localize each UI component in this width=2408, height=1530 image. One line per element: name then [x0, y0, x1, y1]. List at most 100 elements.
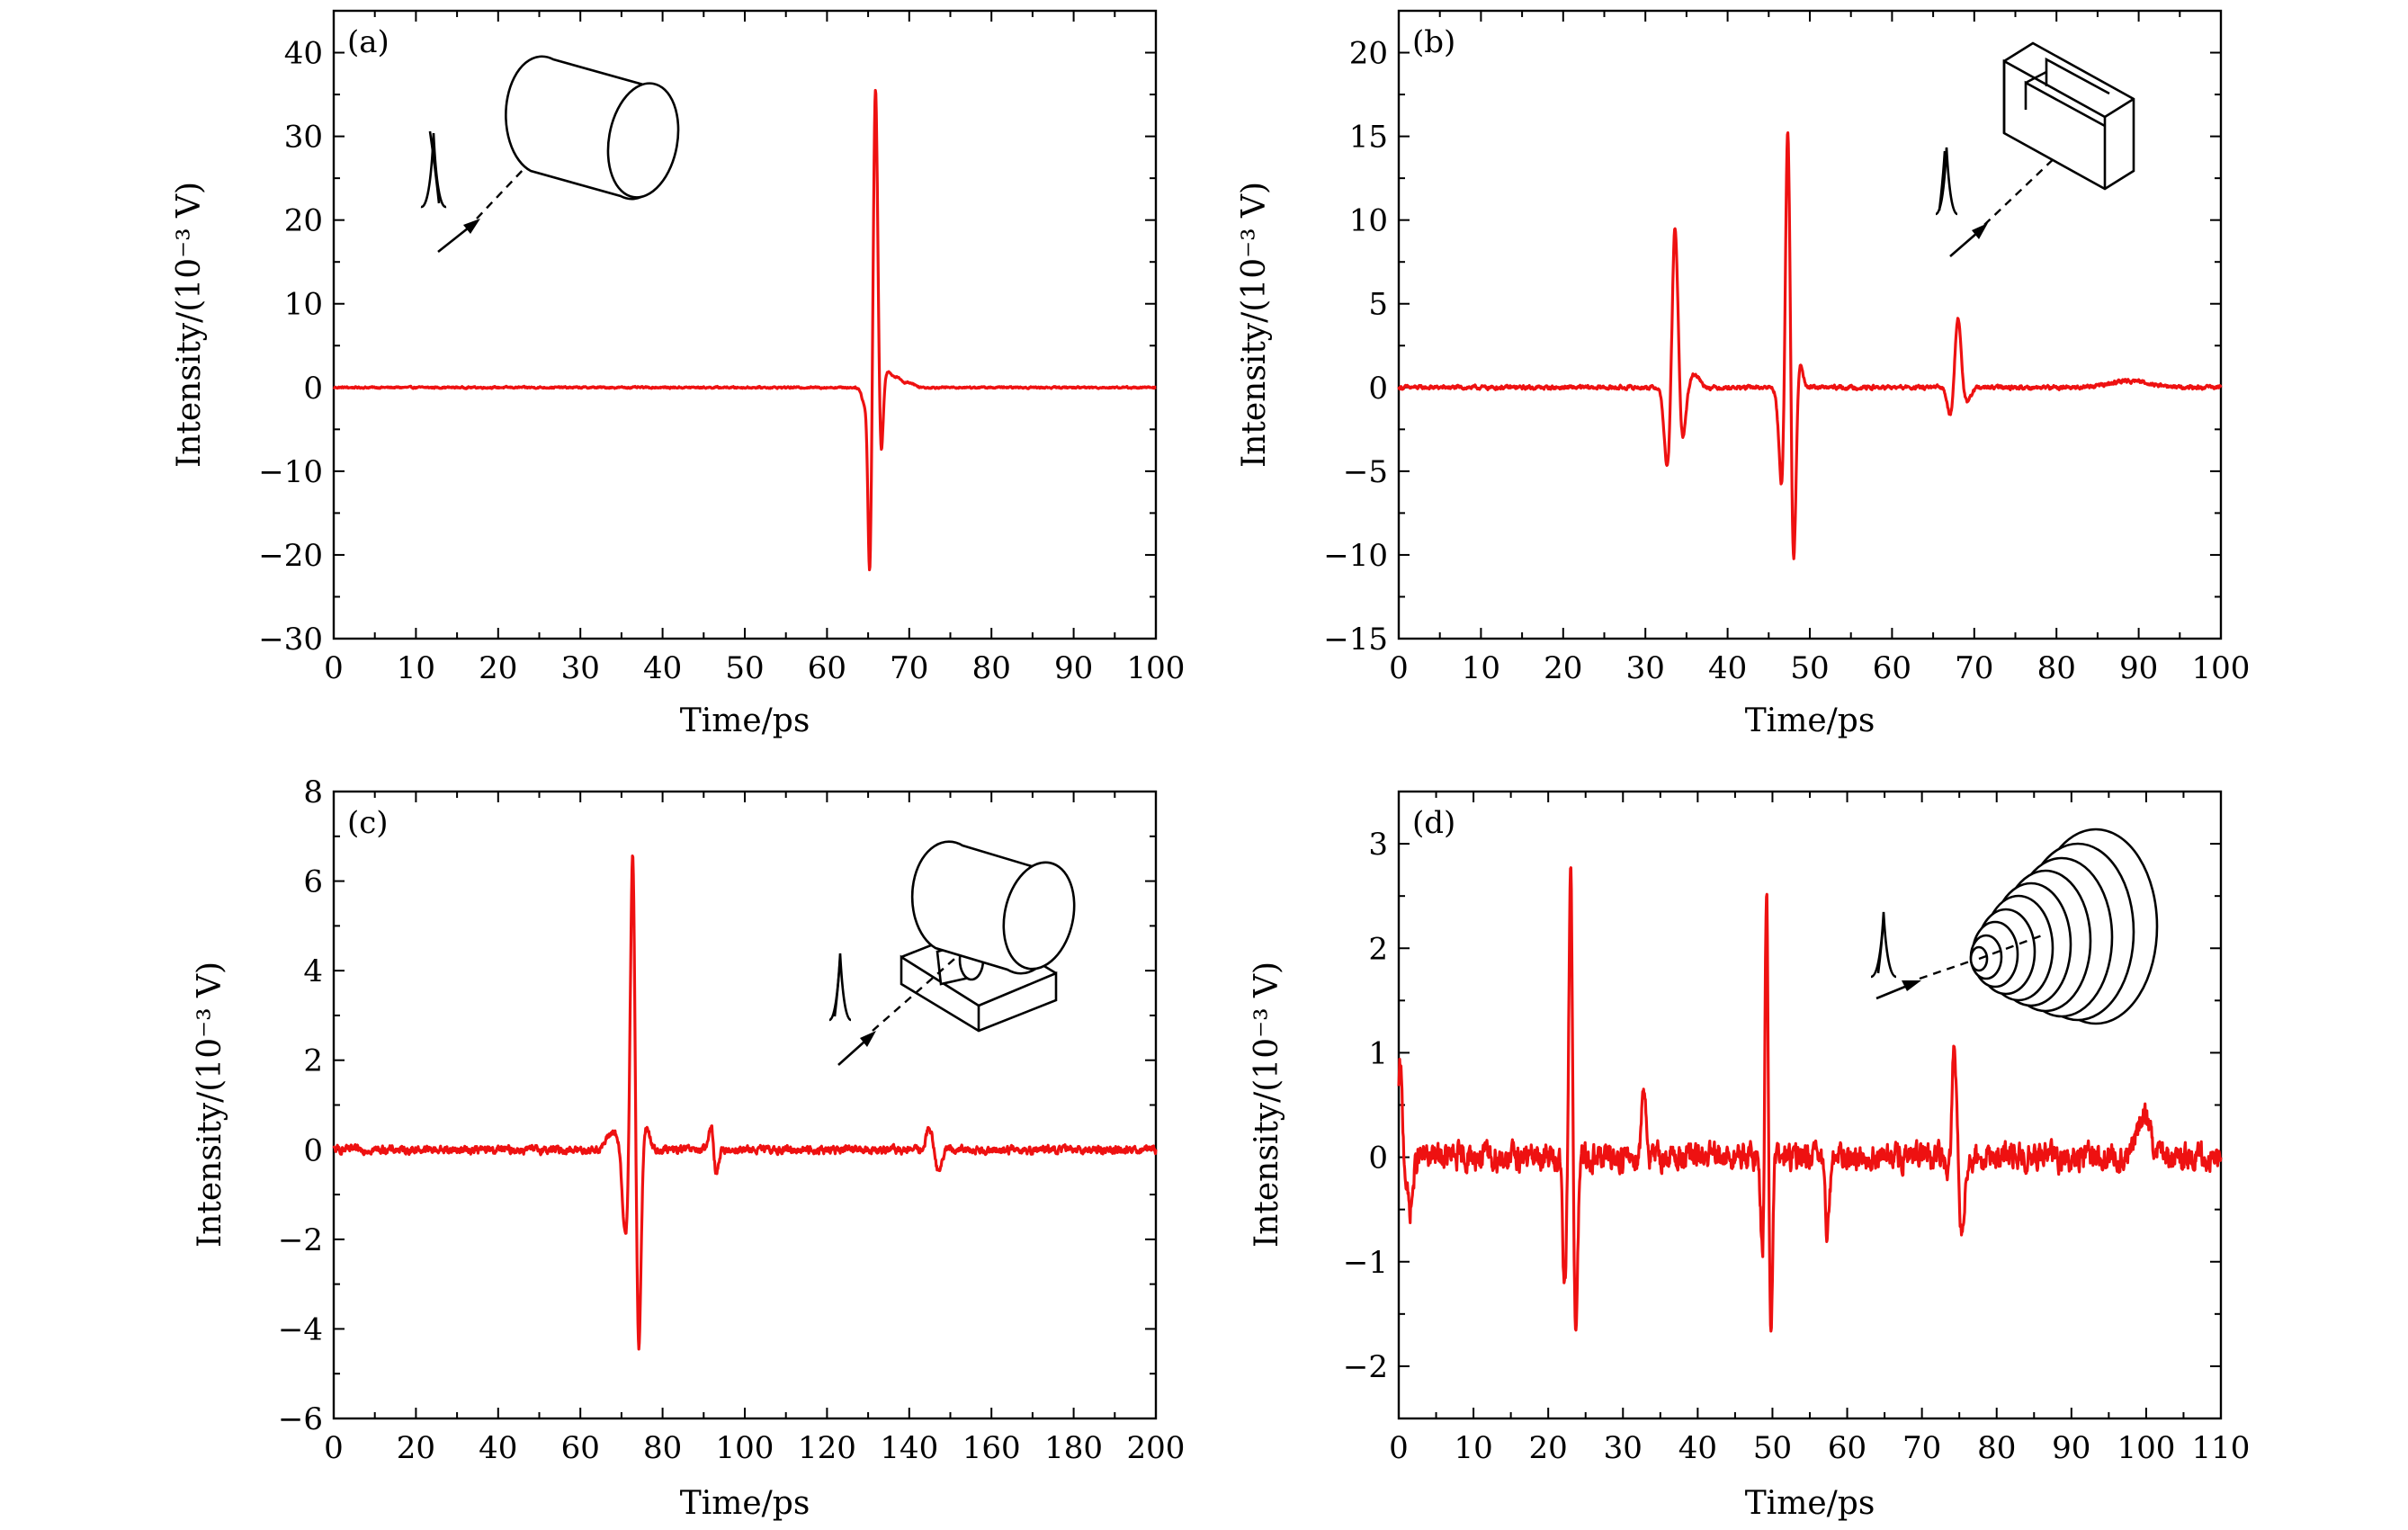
x-tick-label: 60 [561, 1430, 600, 1466]
x-tick-label: 100 [716, 1430, 774, 1466]
series-line [332, 854, 1158, 1351]
x-tick-label: 60 [1828, 1430, 1866, 1466]
y-axis-title: Intensity/(10⁻³ V) [1249, 962, 1285, 1248]
x-axis: 0 20 40 60 80 100 120 140 160 180 200 [324, 792, 1185, 1466]
x-tick-label: 80 [972, 650, 1011, 686]
x-tick-label: 70 [1902, 1430, 1941, 1466]
x-tick-label: 40 [643, 650, 682, 686]
y-tick-label: 1 [1368, 1035, 1388, 1071]
x-axis-title: Time/ps [1745, 702, 1875, 739]
cylinder-sample-icon [420, 55, 680, 254]
y-tick-label: −2 [278, 1222, 323, 1258]
y-tick-label: 40 [284, 36, 323, 72]
y-tick-label: 5 [1368, 287, 1388, 323]
y-tick-label: 20 [1349, 36, 1388, 72]
y-tick-label: −4 [278, 1311, 323, 1347]
x-tick-label: 10 [1454, 1430, 1492, 1466]
y-axis-title: Intensity/(10⁻³ V) [1236, 182, 1273, 468]
x-tick-label: 20 [397, 1430, 435, 1466]
y-tick-label: −20 [258, 538, 323, 574]
x-tick-label: 70 [1955, 650, 1993, 686]
y-tick-label: −1 [1343, 1245, 1388, 1281]
x-tick-label: 0 [324, 650, 344, 686]
x-tick-label: 50 [1790, 650, 1829, 686]
y-tick-label: 0 [303, 371, 323, 407]
x-tick-label: 30 [1626, 650, 1665, 686]
x-tick-label: 60 [808, 650, 846, 686]
y-axis: −2 −1 0 1 2 3 [1343, 827, 2221, 1385]
x-tick-label: 90 [2052, 1430, 2090, 1466]
y-tick-label: 0 [1368, 1141, 1388, 1177]
x-axis: 0 10 20 30 40 50 60 70 80 90 100 [1389, 11, 2250, 686]
x-axis-title: Time/ps [680, 702, 810, 739]
step-block-sample-icon [1935, 41, 2135, 257]
y-tick-label: −5 [1343, 454, 1388, 490]
x-axis-title: Time/ps [680, 1485, 810, 1522]
panel-label: (c) [347, 805, 389, 841]
y-axis: −15 −10 −5 0 5 10 15 20 [1323, 36, 2221, 658]
x-tick-label: 40 [1678, 1430, 1717, 1466]
y-tick-label: −6 [278, 1401, 323, 1437]
x-tick-label: 100 [2117, 1430, 2175, 1466]
x-tick-label: 0 [1389, 650, 1409, 686]
plot-frame [332, 9, 1158, 640]
x-tick-label: 20 [1529, 1430, 1568, 1466]
x-tick-label: 30 [561, 650, 600, 686]
x-tick-label: 0 [1389, 1430, 1409, 1466]
panel-a: 0 10 20 30 40 50 60 70 80 90 100 −30 −20 −10 0 10 20 30 4… [171, 9, 1185, 739]
panel-b: 0 10 20 30 40 50 60 70 80 90 100 −15−10−505101520 … [1236, 9, 2250, 739]
x-tick-label: 160 [962, 1430, 1021, 1466]
x-axis: 0 10 20 30 40 50 60 70 80 90 100 110 [1389, 792, 2250, 1466]
x-tick-label: 200 [1127, 1430, 1186, 1466]
panel-label: (a) [347, 24, 389, 60]
y-tick-label: 30 [284, 120, 323, 156]
y-tick-label: −15 [1323, 622, 1388, 658]
x-tick-label: 180 [1044, 1430, 1103, 1466]
series-line [1397, 131, 2223, 560]
y-tick-label: 10 [1349, 203, 1388, 239]
series-line [1397, 866, 2223, 1333]
x-tick-label: 70 [890, 650, 928, 686]
x-tick-label: 20 [479, 650, 517, 686]
x-tick-label: 40 [479, 1430, 517, 1466]
panel-d: 0 10 20 30 40 50 60 70 80 90 100 110 −2 −1 0 1 2 3 (d) T… [1249, 790, 2250, 1522]
y-tick-label: 8 [303, 774, 323, 810]
y-tick-label: 0 [1368, 371, 1388, 407]
y-tick-label: 4 [303, 953, 323, 989]
panel-c: 0 20 40 60 80 100 120 140 160 180 200 −6−4−202468 … [192, 774, 1185, 1522]
y-tick-label: 6 [303, 864, 323, 900]
x-tick-label: 40 [1708, 650, 1747, 686]
y-axis: −30 −20 −10 0 10 20 30 40 [258, 36, 1156, 658]
x-tick-label: 110 [2192, 1430, 2251, 1466]
x-tick-label: 100 [1127, 650, 1186, 686]
x-tick-label: 50 [1753, 1430, 1792, 1466]
x-tick-label: 0 [324, 1430, 344, 1466]
y-tick-label: 10 [284, 287, 323, 323]
panel-label: (b) [1412, 24, 1455, 60]
x-tick-label: 50 [725, 650, 764, 686]
y-tick-label: 2 [303, 1043, 323, 1079]
x-tick-label: 10 [397, 650, 435, 686]
x-tick-label: 120 [798, 1430, 856, 1466]
stepped-cone-sample-icon [1870, 828, 2159, 1025]
x-tick-label: 30 [1604, 1430, 1643, 1466]
y-tick-label: −2 [1343, 1349, 1388, 1385]
y-axis-title: Intensity/(10⁻³ V) [171, 182, 208, 468]
x-axis: 0 10 20 30 40 50 60 70 80 90 100 [324, 11, 1185, 686]
x-tick-label: 60 [1873, 650, 1911, 686]
x-axis-title: Time/ps [1745, 1485, 1875, 1522]
y-tick-label: 2 [1368, 931, 1388, 967]
x-tick-label: 80 [2037, 650, 2076, 686]
x-tick-label: 100 [2192, 650, 2251, 686]
y-tick-label: 3 [1368, 827, 1388, 863]
panel-label: (d) [1412, 805, 1455, 841]
y-tick-label: −10 [1323, 538, 1388, 574]
x-tick-label: 80 [1977, 1430, 2016, 1466]
x-tick-label: 90 [1054, 650, 1093, 686]
y-tick-label: 15 [1349, 120, 1388, 156]
x-tick-label: 10 [1462, 650, 1500, 686]
y-tick-label: −10 [258, 454, 323, 490]
y-axis-title: Intensity/(10⁻³ V) [192, 962, 228, 1248]
x-tick-label: 80 [643, 1430, 682, 1466]
